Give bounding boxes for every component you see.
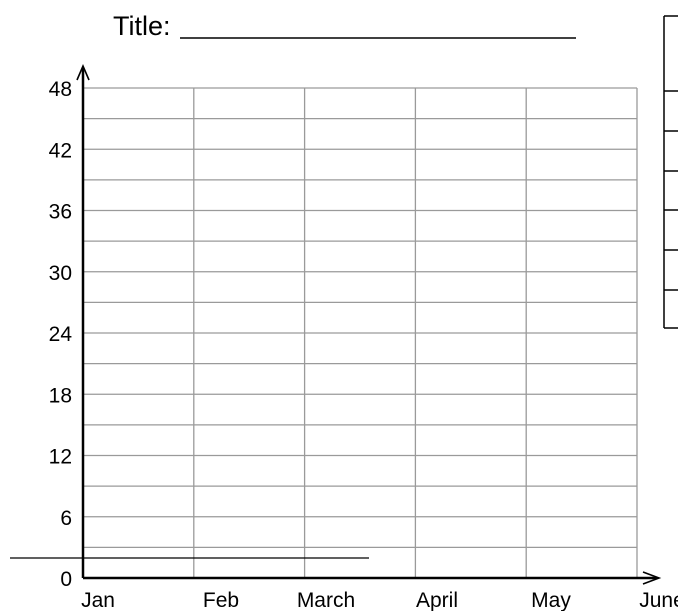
- y-tick-label: 36: [49, 201, 72, 224]
- grid: [83, 87, 638, 578]
- y-tick-label: 42: [49, 139, 72, 162]
- legend-table: [663, 15, 678, 329]
- y-tick-label: 18: [49, 384, 72, 407]
- x-tick-label: June: [639, 589, 678, 611]
- y-tick-label: 30: [49, 262, 72, 285]
- y-tick-label: 0: [60, 568, 72, 591]
- chart-title: Title:: [113, 11, 171, 41]
- x-axis-arrow-icon: [642, 571, 662, 585]
- y-tick-label: 48: [49, 78, 72, 101]
- x-tick-label: Jan: [81, 589, 115, 611]
- x-tick-label: March: [297, 589, 355, 611]
- y-tick-label: 6: [60, 507, 72, 530]
- tick-labels: 0 6 12 18 24 30 36 42 48 Jan Feb March April May June: [49, 78, 678, 611]
- x-tick-label: April: [416, 589, 458, 611]
- x-tick-label: May: [531, 589, 571, 611]
- y-axis-arrow-icon: [76, 63, 90, 81]
- y-tick-label: 24: [49, 323, 73, 346]
- x-tick-label: Feb: [203, 589, 239, 611]
- y-tick-label: 12: [49, 446, 72, 469]
